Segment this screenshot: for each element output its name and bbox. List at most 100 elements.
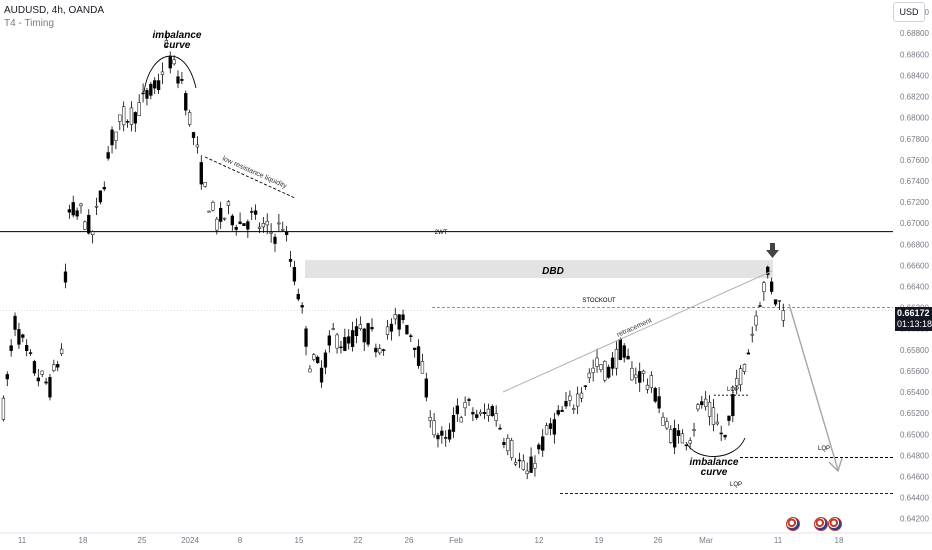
candle-body <box>560 409 564 412</box>
candle-body <box>156 80 161 91</box>
candle-body <box>521 460 525 470</box>
candle-body <box>766 266 770 275</box>
us-flag-event-icon[interactable] <box>814 517 828 531</box>
candle-body <box>215 218 219 231</box>
candle-body <box>211 202 215 211</box>
candle-body <box>781 310 785 321</box>
candlestick-series <box>1 31 785 480</box>
candle-body <box>358 324 363 329</box>
price-tick-label: 0.67600 <box>900 156 929 165</box>
chart-header: AUDUSD, 4h, OANDA T4 - Timing <box>4 4 104 30</box>
price-tick-label: 0.65200 <box>900 409 929 418</box>
price-tick-label: 0.65400 <box>900 388 929 397</box>
candle-body <box>9 345 13 351</box>
candle-body <box>63 271 68 283</box>
down-arrow-icon <box>770 243 775 250</box>
candle-body <box>56 364 60 368</box>
lqp-label: LQP <box>730 482 742 488</box>
candle-body <box>48 377 52 398</box>
candle-body <box>773 299 778 305</box>
candle-body <box>164 40 169 47</box>
candle-body <box>374 347 378 353</box>
time-axis[interactable]: 11 18 25 2024 8 15 22 26 Feb 12 19 26 Mar 11 18 <box>0 532 932 545</box>
candle-body <box>490 406 494 417</box>
imbalance-curve-arc <box>143 55 197 93</box>
us-flag-event-icon[interactable] <box>828 517 842 531</box>
projection-arrowhead <box>828 457 843 473</box>
candle-body <box>704 398 708 407</box>
price-tick-label: 0.67000 <box>900 219 929 228</box>
time-tick-label: 18 <box>79 536 88 545</box>
candle-body <box>246 221 250 230</box>
candle-body <box>665 421 669 429</box>
candle-body <box>114 131 118 141</box>
candle-body <box>281 229 285 231</box>
candle-body <box>176 76 180 84</box>
candle-body <box>312 354 316 360</box>
candle-body <box>110 129 114 146</box>
indicator-label: T4 - Timing <box>4 18 55 29</box>
candle-body <box>548 423 553 429</box>
candle-body <box>52 364 56 371</box>
time-tick-label: Mar <box>699 536 713 545</box>
candle-body <box>160 71 165 75</box>
candle-body <box>424 378 428 398</box>
candle-body <box>168 55 172 69</box>
candle-body <box>172 59 176 65</box>
candle-body <box>40 370 44 375</box>
candle-body <box>432 420 436 436</box>
low-resistance-line <box>204 156 296 199</box>
candle-body <box>300 305 304 308</box>
candle-body <box>141 92 145 95</box>
price-tick-label: 0.64200 <box>900 515 929 524</box>
candle-body <box>626 355 630 360</box>
candle-body <box>219 207 223 222</box>
candle-body <box>641 370 646 374</box>
candle-body <box>727 415 731 421</box>
imbalance-curve-label: curve <box>164 40 191 51</box>
imbalance-curve-arc <box>685 437 746 457</box>
candle-body <box>467 399 471 401</box>
us-flag-event-icon[interactable] <box>786 517 800 531</box>
candle-body <box>277 222 281 225</box>
currency-button[interactable]: USD <box>893 2 925 22</box>
price-tick-label: 0.65800 <box>900 346 929 355</box>
candle-body <box>750 333 754 336</box>
candle-body <box>125 121 130 123</box>
retracement-line <box>502 270 773 393</box>
imbalance-curve-label: curve <box>701 467 728 478</box>
price-tick-label: 0.67400 <box>900 177 929 186</box>
time-tick-label: 18 <box>835 536 844 545</box>
candle-body <box>719 432 723 435</box>
candle-body <box>595 357 599 367</box>
candle-body <box>1 397 6 420</box>
projection-arrow-line <box>788 303 839 471</box>
candle-body <box>366 323 370 345</box>
candle-body <box>265 221 269 226</box>
candle-body <box>529 456 533 473</box>
symbol-title: AUDUSD, 4h, OANDA <box>4 5 105 16</box>
candle-body <box>191 132 196 139</box>
candle-body <box>622 345 626 358</box>
candle-body <box>478 411 483 414</box>
price-axis[interactable]: 0.690000.688000.686000.684000.682000.680… <box>893 0 932 550</box>
price-tick-label: 0.65000 <box>900 430 929 439</box>
candle-body <box>149 83 153 96</box>
imbalance-curve-label: imbalance <box>153 30 202 41</box>
candle-body <box>680 433 685 444</box>
price-tick-label: 0.68200 <box>900 93 929 102</box>
candle-body <box>250 211 254 213</box>
candle-body <box>696 404 700 410</box>
candle-body <box>754 315 758 326</box>
candle-body <box>98 190 103 203</box>
candle-body <box>296 293 300 300</box>
candle-body <box>339 346 343 349</box>
lqp-label: LQP <box>727 387 739 393</box>
candle-body <box>707 401 712 417</box>
candle-body <box>13 315 17 330</box>
candle-body <box>261 223 266 228</box>
candle-body <box>79 203 83 207</box>
candle-body <box>133 112 137 124</box>
candle-body <box>378 348 382 354</box>
